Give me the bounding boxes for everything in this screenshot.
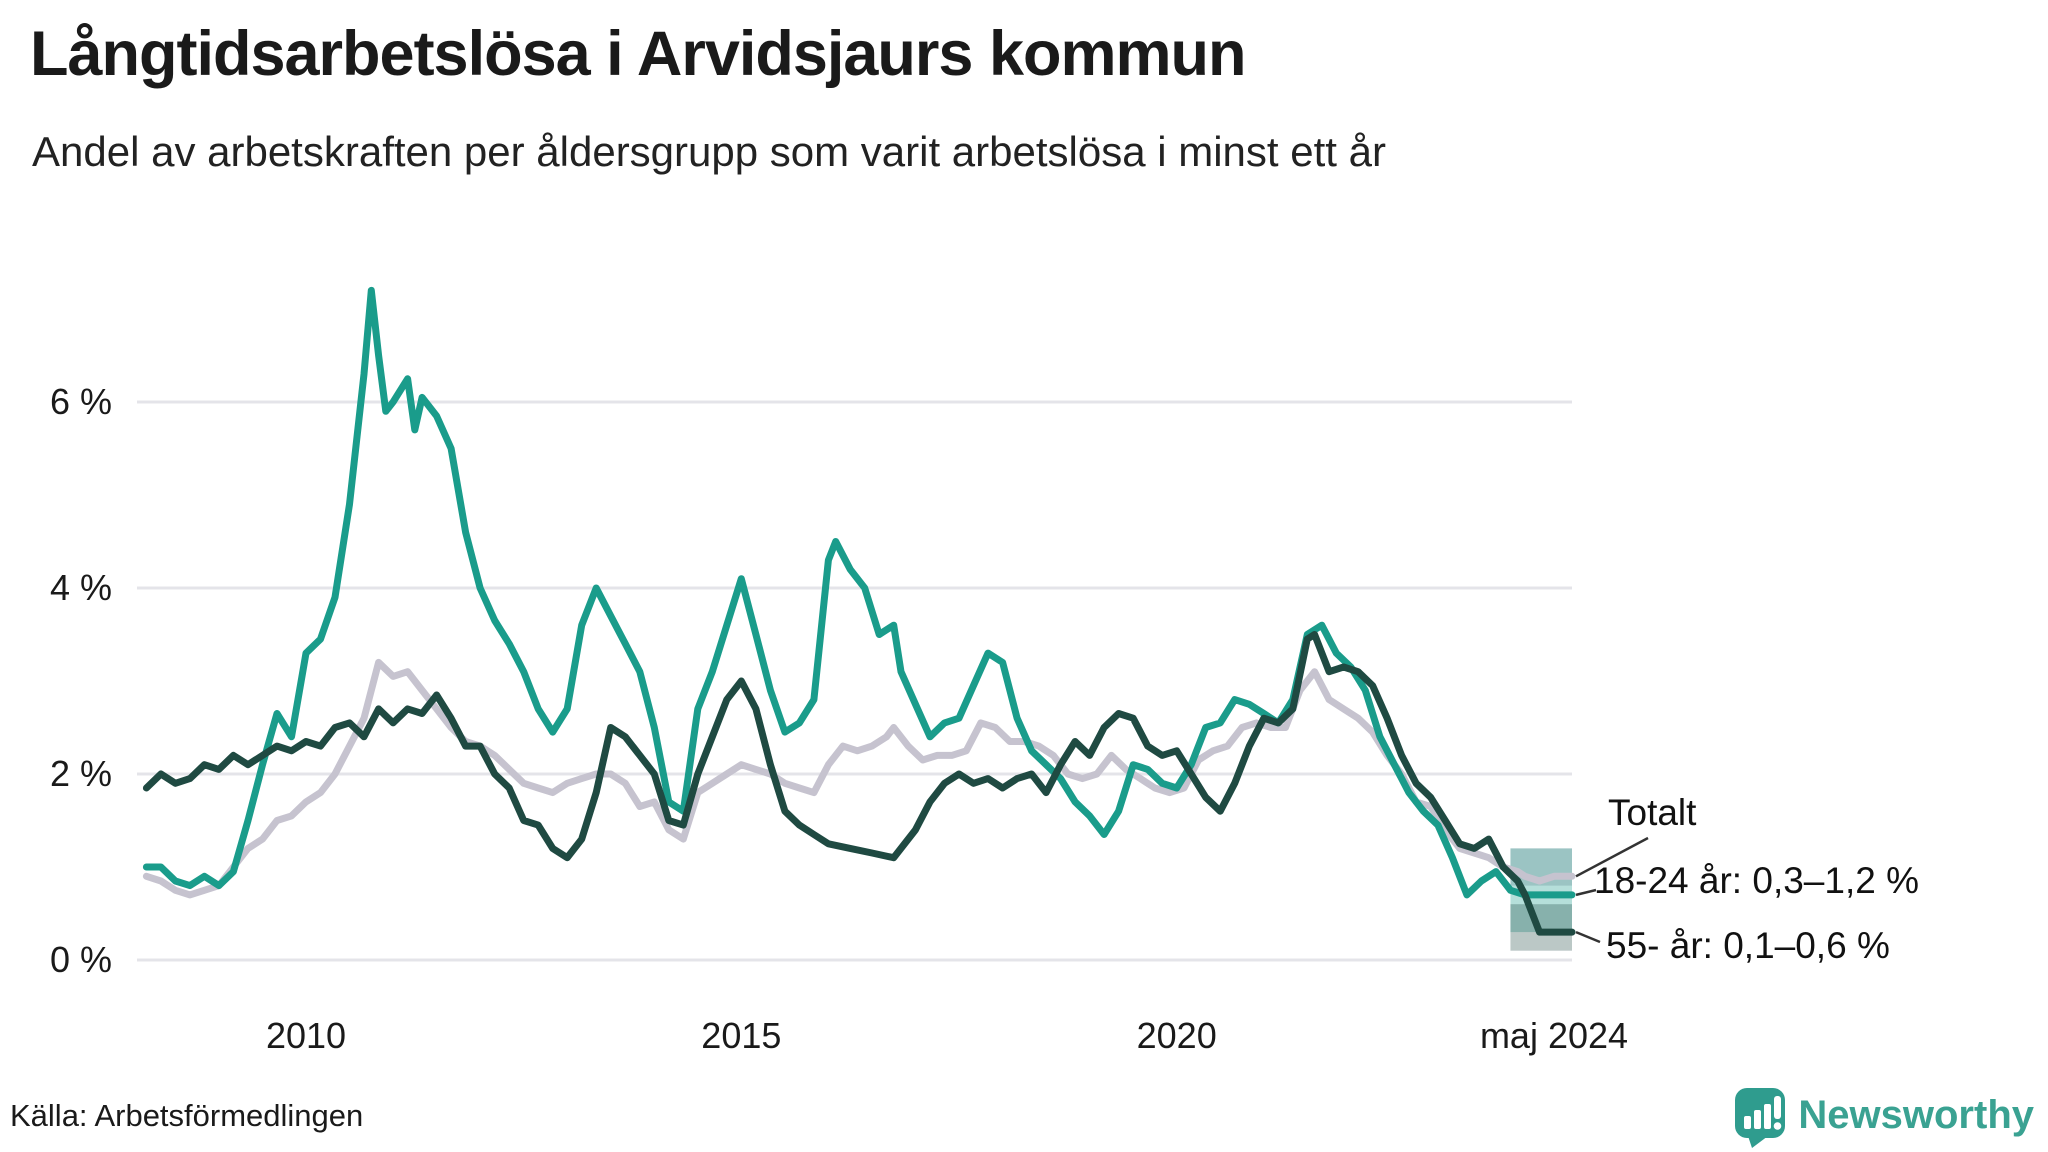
end-label-55plus: 55- år: 0,1–0,6 % — [1606, 925, 1890, 966]
series-line-Totalt — [142, 658, 1576, 899]
newsworthy-brand: Newsworthy — [1734, 1082, 2034, 1148]
leader-line-55plus — [1575, 930, 1601, 944]
y-tick-label: 4 % — [50, 567, 112, 608]
end-label-totalt: Totalt — [1608, 792, 1697, 833]
x-tick-label: 2020 — [1137, 1015, 1217, 1056]
y-tick-label: 6 % — [50, 381, 112, 422]
newsworthy-wordmark: Newsworthy — [1798, 1092, 2034, 1137]
series-line-18-24 år — [142, 286, 1576, 899]
x-tick-label: 2015 — [701, 1015, 781, 1056]
series-line-55- år — [142, 631, 1576, 936]
end-label-18-24: 18-24 år: 0,3–1,2 % — [1594, 860, 1919, 901]
x-tick-label: 2010 — [266, 1015, 346, 1056]
y-tick-label: 0 % — [50, 939, 112, 980]
newsworthy-logo-icon — [1735, 1088, 1786, 1148]
leader-line-18-24 — [1575, 888, 1597, 897]
page-title: Långtidsarbetslösa i Arvidsjaurs kommun — [30, 19, 1246, 89]
leader-line-Totalt — [1575, 836, 1649, 878]
y-tick-label: 2 % — [50, 753, 112, 794]
x-tick-label: maj 2024 — [1480, 1015, 1628, 1056]
page-subtitle: Andel av arbetskraften per åldersgrupp s… — [32, 128, 1386, 175]
source-note: Källa: Arbetsförmedlingen — [10, 1098, 364, 1133]
